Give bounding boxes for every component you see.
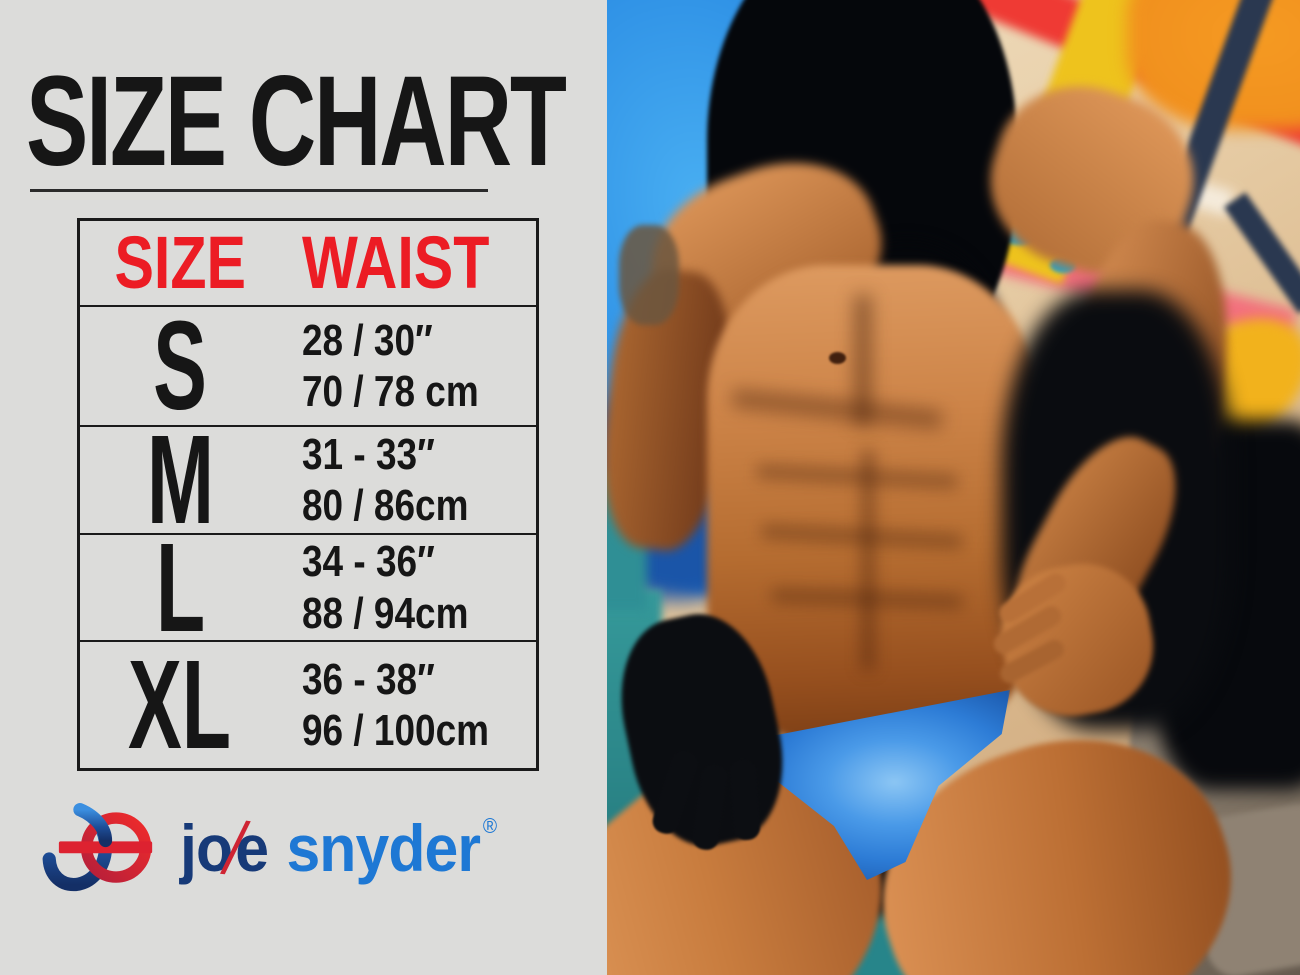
waist-inches: 36 - 38″ bbox=[302, 654, 435, 704]
model-abs-vline bbox=[862, 450, 874, 670]
waist-inches: 31 - 33″ bbox=[302, 429, 435, 479]
waist-column-header: WAIST bbox=[301, 221, 490, 304]
waist-inches: 28 / 30″ bbox=[302, 315, 433, 365]
size-column-header: SIZE bbox=[114, 221, 246, 304]
size-value: M bbox=[146, 409, 214, 550]
title-underline bbox=[30, 189, 488, 192]
waist-inches: 34 - 36″ bbox=[302, 537, 435, 587]
size-table: SIZE WAIST S 28 / 30″ 70 / 78 cm M bbox=[77, 218, 539, 771]
size-table-header-row: SIZE WAIST bbox=[80, 221, 536, 305]
table-row-xl: XL 36 - 38″ 96 / 100cm bbox=[80, 640, 536, 768]
waist-cell: 31 - 33″ 80 / 86cm bbox=[280, 427, 536, 533]
size-cell: L bbox=[80, 524, 280, 650]
model-chest-line bbox=[855, 295, 871, 425]
joe-snyder-monogram-icon bbox=[42, 803, 153, 892]
size-cell: S bbox=[80, 303, 280, 429]
size-value: XL bbox=[128, 634, 232, 775]
info-panel: SIZE CHART SIZE WAIST S 28 / 30″ 70 / 78… bbox=[0, 0, 607, 975]
waist-cm: 96 / 100cm bbox=[302, 706, 490, 755]
waist-cm: 88 / 94cm bbox=[302, 588, 469, 638]
size-value: S bbox=[153, 295, 207, 436]
waist-cell: 34 - 36″ 88 / 94cm bbox=[280, 535, 536, 640]
registered-trademark: ® bbox=[482, 815, 497, 838]
model-tattoo bbox=[619, 225, 679, 325]
size-header-cell: SIZE bbox=[80, 221, 280, 305]
model-torso bbox=[707, 265, 1037, 745]
table-row-s: S 28 / 30″ 70 / 78 cm bbox=[80, 303, 536, 429]
glove-finger-3 bbox=[729, 759, 761, 841]
waist-header-cell: WAIST bbox=[280, 221, 536, 305]
waist-cell: 28 / 30″ 70 / 78 cm bbox=[280, 307, 536, 425]
brand-wordmark: jo/e snyder ® bbox=[180, 805, 497, 891]
waist-cell: 36 - 38″ 96 / 100cm bbox=[280, 642, 536, 768]
page-title: SIZE CHART bbox=[26, 50, 567, 193]
wordmark-jo: jo bbox=[180, 811, 233, 885]
brand-logo: jo/e snyder ® bbox=[36, 796, 524, 900]
wordmark-e: e bbox=[235, 811, 269, 885]
table-row-l: L 34 - 36″ 88 / 94cm bbox=[80, 524, 536, 650]
model-nipple bbox=[829, 352, 846, 364]
size-cell: XL bbox=[80, 642, 280, 768]
waist-cm: 80 / 86cm bbox=[302, 481, 469, 530]
size-value: L bbox=[155, 516, 205, 658]
table-row-m: M 31 - 33″ 80 / 86cm bbox=[80, 417, 536, 543]
size-cell: M bbox=[80, 417, 280, 543]
model-photo bbox=[607, 0, 1300, 975]
waist-cm: 70 / 78 cm bbox=[302, 367, 479, 416]
wordmark-snyder: snyder bbox=[286, 811, 481, 885]
